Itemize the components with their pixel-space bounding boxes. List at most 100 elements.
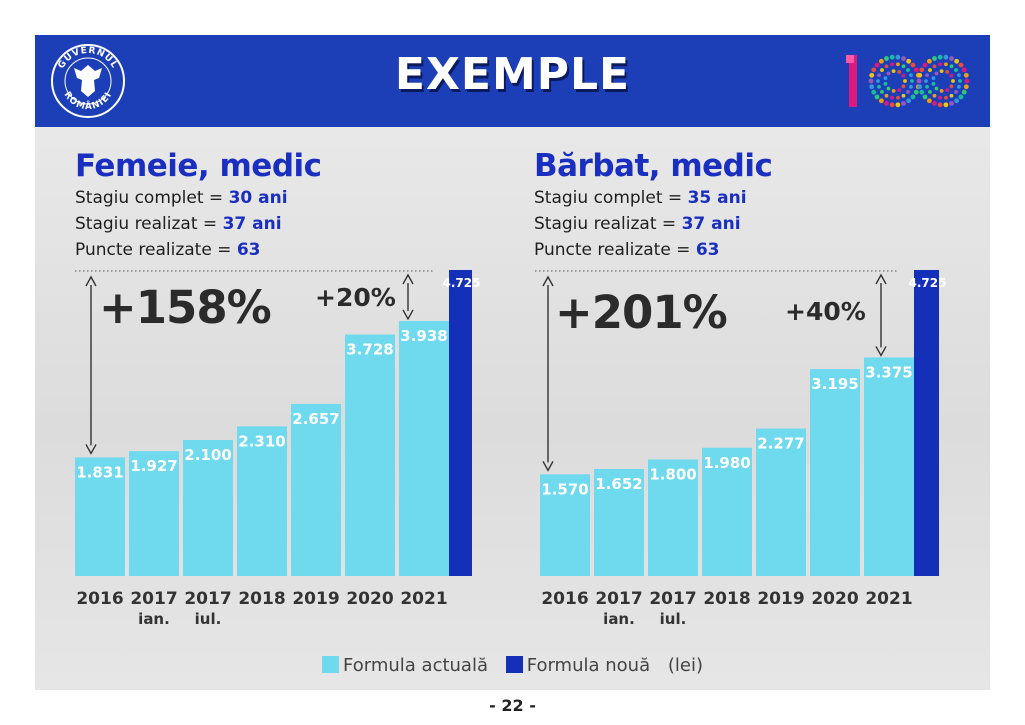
logo-dot — [938, 95, 942, 100]
bar-current-2021 — [399, 320, 449, 576]
logo-dot — [949, 93, 954, 98]
logo-dot — [884, 64, 889, 69]
logo-dot — [909, 73, 913, 78]
x-tick-label: 2017 — [184, 589, 231, 609]
logo-dot — [958, 79, 962, 83]
bar-value-label: 1.652 — [595, 475, 642, 493]
bar-current-2016 — [540, 474, 590, 576]
logo-dot — [919, 89, 925, 95]
bar-value-label: 1.800 — [649, 465, 696, 483]
bar-current-2017-iul- — [648, 459, 698, 576]
bar-value-label: 1.831 — [76, 463, 123, 481]
logo-dot — [913, 89, 919, 95]
bar-current-2017-iul- — [183, 440, 233, 576]
logo-dot — [869, 84, 875, 90]
legend-swatch-new — [505, 656, 523, 673]
logo-dot — [891, 69, 896, 74]
logo-dot — [949, 84, 954, 89]
logo-dot — [928, 68, 932, 72]
logo-dot — [949, 64, 954, 69]
logo-dot — [961, 67, 967, 73]
bar-value-label: 1.927 — [130, 457, 177, 475]
logo-dot — [883, 81, 888, 86]
logo-dot — [961, 89, 967, 95]
logo-dot — [889, 54, 895, 60]
bar-value-label: 3.375 — [865, 363, 912, 381]
logo-dot — [884, 101, 889, 106]
growth-arrow-total-head-top — [85, 275, 97, 287]
logo-dot — [917, 84, 923, 90]
stat-line: Puncte realizate = 63 — [534, 240, 720, 260]
bar-current-2016 — [75, 457, 125, 576]
logo-dot — [934, 71, 939, 76]
growth-arrow-new-head-bottom — [402, 309, 414, 321]
logo-dot — [901, 101, 906, 106]
growth-label-total: +158% — [99, 281, 271, 334]
logo-dot — [909, 84, 913, 89]
logo-dot — [932, 101, 937, 106]
logo-dot — [963, 72, 969, 78]
logo-dot — [924, 79, 928, 83]
logo-dot — [877, 84, 881, 89]
logo-dot — [939, 88, 944, 93]
logo-dot — [932, 56, 937, 61]
logo-dot — [896, 95, 900, 100]
logo-dot — [910, 94, 916, 100]
logo-dot — [878, 98, 884, 104]
logo-dot — [897, 88, 902, 92]
logo-dot — [957, 84, 961, 89]
logo-dot — [886, 86, 891, 91]
logo-dot — [932, 93, 937, 98]
pension-charts: 1.83120161.9272017ian.2.1002017iul.2.310… — [75, 270, 946, 628]
logo-dot — [954, 58, 960, 64]
bar-value-label: 2.277 — [757, 435, 804, 453]
logo-dot — [939, 69, 944, 74]
logo-dot — [932, 64, 937, 69]
logo-dot — [922, 62, 928, 68]
logo-dot — [906, 90, 910, 94]
growth-arrow-new-head-top — [402, 273, 414, 285]
logo-dot — [944, 95, 948, 100]
logo-dot — [943, 102, 949, 108]
logo-dot — [925, 73, 929, 78]
x-tick-label: 2017 — [130, 589, 177, 609]
logo-dot — [901, 93, 906, 98]
logo-dot — [901, 73, 906, 78]
logo-dot — [931, 81, 936, 86]
growth-arrow-total-head-bottom — [542, 460, 554, 472]
x-tick-label: 2018 — [238, 589, 285, 609]
bar-new-value-label: 4.725 — [443, 276, 481, 290]
stat-line: Stagiu realizat = 37 ani — [534, 214, 741, 234]
logo-dot — [874, 62, 880, 68]
logo-dot — [949, 56, 954, 61]
logo-dot — [895, 102, 901, 108]
logo-dot — [957, 73, 961, 78]
bar-current-2017-ian- — [594, 469, 644, 576]
bar-value-label: 2.657 — [292, 410, 339, 428]
x-tick-label: 2020 — [811, 589, 858, 609]
logo-dot — [896, 62, 900, 67]
logo-dot — [868, 78, 874, 84]
logo-dot — [884, 56, 889, 61]
logo-dot — [886, 71, 891, 76]
logo-dot — [874, 94, 880, 100]
logo-dot — [958, 94, 964, 100]
logo-dot — [906, 58, 912, 64]
x-tick-label: 2017 — [595, 589, 642, 609]
x-tick-label: 2016 — [76, 589, 123, 609]
logo-dot — [958, 62, 964, 68]
legend-unit: (lei) — [667, 655, 703, 676]
x-tick-sublabel: iul. — [660, 610, 687, 628]
logo-dot — [943, 54, 949, 60]
page-number: - 22 - — [489, 696, 536, 715]
logo-dot — [889, 102, 895, 108]
logo-dot — [944, 62, 948, 67]
logo-dot — [954, 98, 960, 104]
chart-legend: Formula actuală Formula nouă (lei) — [35, 655, 990, 676]
x-tick-label: 2019 — [757, 589, 804, 609]
logo-dot — [919, 67, 925, 73]
legend-item-new: Formula nouă — [505, 655, 650, 676]
logo-dot — [928, 90, 932, 94]
x-tick-sublabel: ian. — [138, 610, 170, 628]
growth-arrow-new-head-bottom — [875, 346, 887, 357]
